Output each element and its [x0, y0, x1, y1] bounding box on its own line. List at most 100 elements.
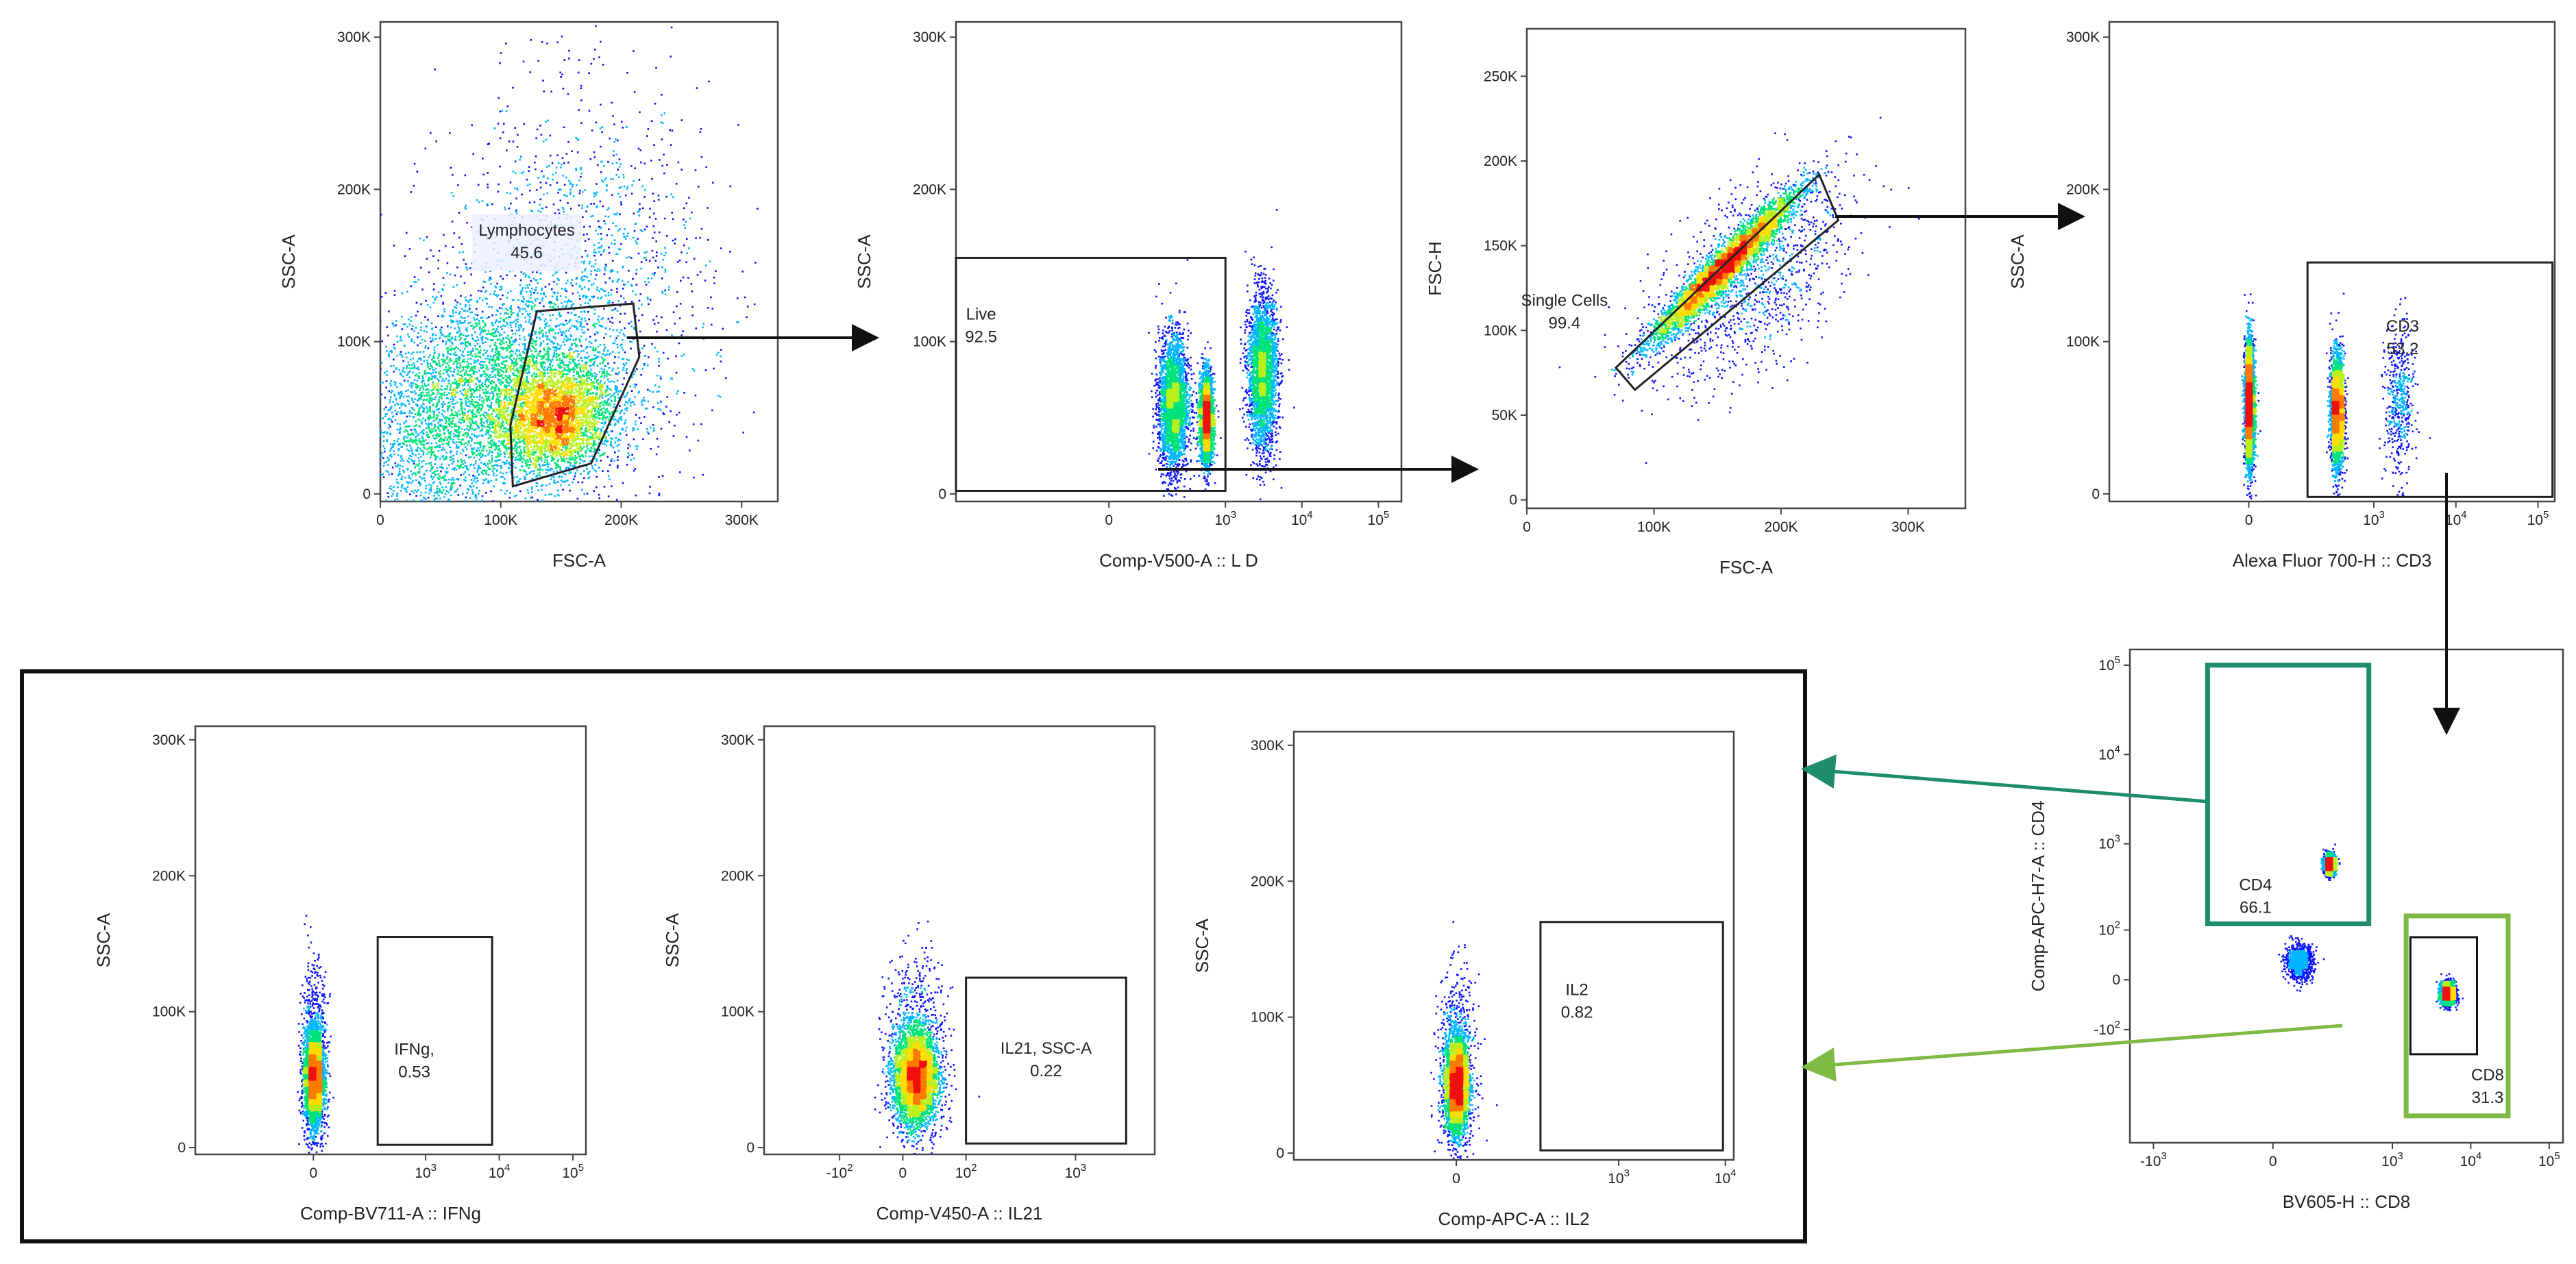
event-dot [443, 284, 445, 286]
event-dot [499, 471, 502, 474]
event-dot [623, 236, 625, 238]
event-dot [586, 233, 588, 236]
event-dot [677, 519, 679, 521]
event-dot [504, 447, 506, 449]
event-dot [419, 499, 422, 501]
event-dot [456, 367, 458, 369]
event-dot [513, 476, 515, 479]
event-dot [440, 520, 442, 522]
event-dot [563, 324, 566, 326]
event-dot [515, 323, 517, 325]
event-dot [430, 322, 433, 324]
event-dot [625, 238, 627, 240]
event-dot [611, 321, 614, 324]
event-dot [433, 481, 435, 483]
event-dot [691, 306, 694, 308]
event-dot [460, 466, 463, 468]
event-dot [574, 475, 576, 478]
event-dot [587, 288, 590, 290]
event-dot [539, 471, 541, 474]
event-dot [555, 349, 558, 351]
event-dot [450, 485, 452, 487]
event-dot [590, 447, 592, 449]
event-dot [438, 411, 441, 414]
event-dot [646, 225, 648, 227]
event-dot [445, 471, 447, 473]
event-dot [505, 321, 508, 324]
event-dot [411, 452, 413, 454]
event-dot [445, 490, 448, 493]
event-dot [375, 345, 377, 347]
event-dot [479, 346, 481, 349]
event-dot [422, 428, 425, 431]
event-dot [461, 449, 464, 451]
event-dot [506, 309, 509, 311]
event-dot [389, 449, 391, 452]
event-dot [657, 199, 660, 201]
event-dot [505, 386, 508, 389]
event-dot [434, 458, 437, 461]
event-dot [504, 356, 506, 359]
event-dot [478, 362, 481, 365]
event-dot [424, 439, 427, 441]
event-dot [467, 440, 470, 442]
event-dot [481, 382, 484, 384]
event-dot [632, 236, 635, 239]
event-dot [643, 345, 646, 347]
event-dot [487, 405, 489, 407]
event-dot [427, 512, 429, 514]
event-dot [453, 517, 455, 519]
event-dot [465, 345, 467, 347]
event-dot [552, 274, 554, 277]
event-dot [449, 358, 452, 360]
event-dot [537, 482, 539, 484]
event-dot [481, 470, 484, 472]
event-dot [513, 358, 515, 360]
event-dot [426, 443, 428, 445]
event-dot [624, 312, 626, 315]
event-dot [520, 290, 522, 293]
event-dot [509, 463, 511, 466]
event-dot [474, 356, 477, 358]
event-dot [480, 510, 482, 512]
event-dot [428, 368, 431, 370]
event-dot [358, 353, 360, 355]
event-dot [453, 435, 455, 438]
event-dot [410, 285, 412, 288]
event-dot [415, 495, 417, 497]
event-dot [633, 230, 636, 232]
event-dot [419, 413, 421, 415]
event-dot [466, 335, 468, 337]
event-dot [442, 415, 445, 417]
event-dot [481, 404, 484, 407]
event-dot [517, 315, 519, 317]
event-dot [602, 317, 604, 319]
event-dot [615, 214, 617, 216]
event-dot [454, 354, 456, 356]
event-dot [556, 299, 559, 301]
event-dot [465, 341, 467, 343]
event-dot [470, 358, 472, 360]
event-dot [484, 341, 487, 343]
event-dot [494, 341, 497, 344]
event-dot [475, 501, 477, 504]
event-dot [567, 161, 569, 164]
event-dot [426, 359, 428, 362]
event-dot [437, 291, 440, 293]
event-dot [330, 430, 332, 432]
event-dot [481, 404, 483, 406]
event-dot [438, 398, 440, 401]
event-dot [443, 380, 445, 382]
event-dot [491, 306, 493, 308]
event-dot [432, 393, 435, 395]
event-dot [594, 464, 596, 466]
event-dot [388, 458, 390, 460]
event-dot [455, 387, 458, 389]
event-dot [419, 447, 421, 450]
event-dot [615, 436, 617, 439]
event-dot [438, 355, 440, 358]
event-dot [350, 497, 352, 499]
event-dot [606, 394, 609, 397]
event-dot [602, 353, 604, 355]
event-dot [392, 493, 394, 495]
